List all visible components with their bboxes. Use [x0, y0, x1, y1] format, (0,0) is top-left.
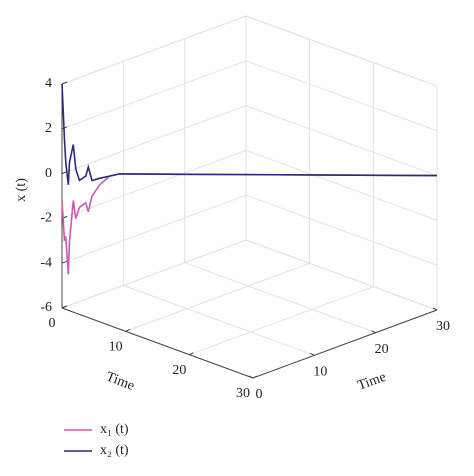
grid-line [125, 262, 310, 332]
box-edge [245, 15, 438, 87]
box-edge [61, 15, 247, 85]
grid-line [123, 284, 315, 356]
x-tick [61, 305, 67, 309]
y-tick-label: 20 [375, 342, 389, 357]
x-tick-label: 10 [109, 340, 123, 355]
z-axis-label: x (t) [14, 178, 29, 202]
x-tick [252, 375, 258, 379]
grid-line [245, 149, 438, 221]
x-tick [125, 328, 130, 332]
grid-line [245, 194, 438, 266]
grid-line [189, 286, 374, 356]
grid-line [61, 149, 247, 219]
z-tick [61, 81, 68, 85]
axis-line [61, 307, 254, 379]
grid-line [61, 239, 247, 309]
y-tick-label: 0 [256, 387, 263, 402]
y-tick [371, 330, 376, 334]
grid-line [61, 105, 247, 175]
y-tick-label: 10 [313, 365, 327, 380]
z-tick-label: -4 [40, 255, 52, 270]
x-tick-label: 30 [236, 386, 250, 401]
legend-label: x₁ (t) [100, 422, 129, 437]
z-tick [61, 260, 68, 264]
x-tick-label: 0 [49, 316, 56, 331]
y-tick [432, 307, 438, 311]
z-tick-label: -2 [40, 211, 52, 226]
z-tick-label: -6 [40, 300, 52, 315]
series-line [61, 83, 438, 185]
y-tick [248, 375, 254, 379]
x-tick-label: 20 [172, 363, 186, 378]
axis-line [252, 309, 438, 379]
grid-line [245, 239, 438, 311]
grid-line [61, 194, 247, 264]
grid-line [184, 262, 376, 334]
z-tick-label: 2 [45, 121, 52, 136]
y-axis-label: Time [356, 370, 388, 394]
grid-line [61, 60, 247, 130]
grid-line [245, 105, 438, 177]
x-tick [189, 352, 194, 356]
series-line [61, 173, 438, 275]
grid-line [245, 60, 438, 132]
x-axis-label: Time [104, 370, 137, 394]
y-tick [310, 352, 315, 356]
z-tick-label: 0 [45, 166, 52, 181]
y-tick-label: 30 [436, 319, 450, 334]
legend-label: x₂ (t) [100, 443, 129, 458]
z-tick-label: 4 [45, 76, 52, 91]
